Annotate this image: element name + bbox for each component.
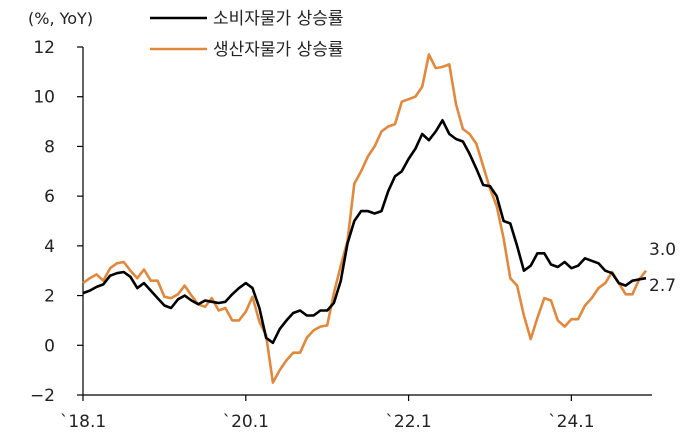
end-value-label: 2.7	[649, 276, 676, 296]
x-tick-label: `18.1	[60, 412, 106, 432]
y-axis: −2 0 2 4 6 8 10 12	[30, 38, 84, 406]
end-value-label: 3.0	[649, 240, 676, 260]
legend-label: 생산자물가 상승률	[213, 40, 344, 60]
series-line-ppi	[82, 53, 648, 384]
y-tick-label: −2	[30, 386, 55, 406]
y-tick-label: 8	[44, 137, 55, 157]
x-tick-label: `22.1	[385, 412, 431, 432]
unit-label: (%, YoY)	[28, 9, 93, 28]
x-axis: `18.1 `20.1 `22.1 `24.1	[60, 394, 652, 432]
legend-label: 소비자물가 상승률	[213, 9, 344, 29]
x-tick-label: `24.1	[548, 412, 594, 432]
y-tick-label: 10	[33, 88, 55, 108]
series-line-cpi	[82, 119, 647, 345]
end-labels: 3.0 2.7	[649, 240, 676, 296]
series-layer	[82, 53, 648, 384]
y-tick-label: 12	[33, 38, 55, 58]
y-tick-label: 2	[44, 287, 55, 307]
y-tick-label: 4	[44, 237, 55, 257]
x-tick-label: `20.1	[223, 412, 269, 432]
y-tick-label: 0	[44, 336, 55, 356]
y-tick-label: 6	[44, 187, 55, 207]
